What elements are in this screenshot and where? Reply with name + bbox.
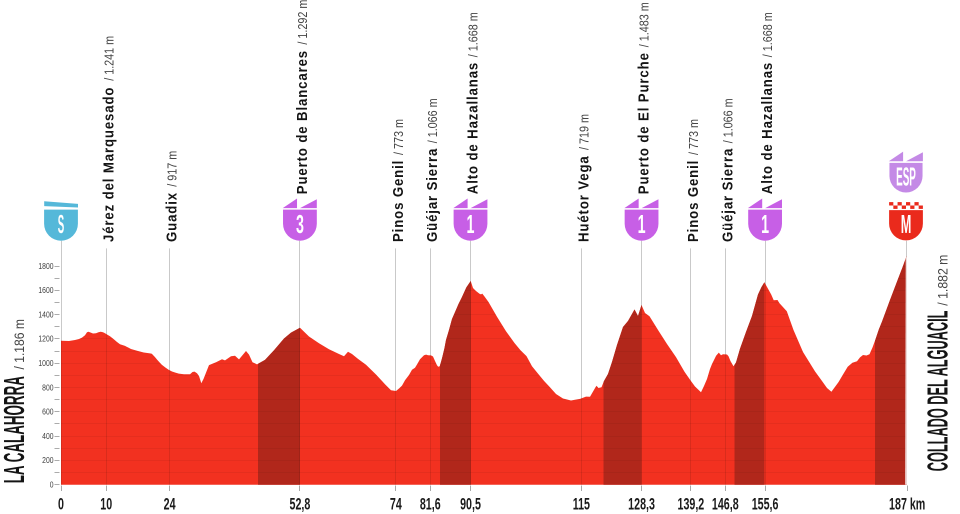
svg-text:Güéjar Sierra: Güéjar Sierra [718, 148, 735, 242]
svg-text:/ 1.241 m: / 1.241 m [101, 36, 116, 81]
svg-text:146,8: 146,8 [712, 496, 739, 514]
svg-text:81,6: 81,6 [420, 496, 441, 514]
svg-text:/ 1.882 m: / 1.882 m [935, 255, 951, 306]
svg-text:/ 1.066 m: / 1.066 m [720, 98, 735, 143]
svg-text:0: 0 [50, 480, 54, 490]
svg-text:74: 74 [390, 496, 402, 514]
svg-text:400: 400 [42, 431, 53, 441]
svg-text:/ 1.668 m: / 1.668 m [760, 12, 775, 57]
svg-text:1200: 1200 [38, 334, 53, 344]
svg-text:128,3: 128,3 [628, 496, 655, 514]
svg-text:/ 719 m: / 719 m [576, 114, 591, 150]
svg-text:1600: 1600 [38, 285, 53, 295]
svg-text:COLLADO DEL ALGUACIL: COLLADO DEL ALGUACIL [922, 311, 954, 472]
svg-text:Guadix: Guadix [163, 192, 180, 242]
svg-text:3: 3 [296, 211, 304, 239]
svg-text:1800: 1800 [38, 261, 53, 271]
svg-text:90,5: 90,5 [460, 496, 481, 514]
svg-text:Pinos Genil: Pinos Genil [389, 160, 406, 242]
svg-text:139,2: 139,2 [678, 496, 705, 514]
svg-text:115: 115 [573, 496, 591, 514]
svg-text:/ 1.186 m: / 1.186 m [11, 319, 27, 369]
svg-text:/ 1.292 m: / 1.292 m [295, 0, 310, 45]
svg-text:/ 1.668 m: / 1.668 m [466, 12, 481, 57]
svg-text:S: S [58, 212, 65, 240]
svg-text:600: 600 [42, 407, 53, 417]
svg-text:/ 1.483 m: / 1.483 m [637, 2, 652, 47]
svg-text:1400: 1400 [38, 310, 53, 320]
svg-text:Huétor Vega: Huétor Vega [575, 155, 592, 242]
svg-text:/ 773 m: / 773 m [391, 119, 406, 155]
svg-text:52,8: 52,8 [290, 496, 311, 514]
svg-text:/ 917 m: / 917 m [165, 151, 180, 187]
svg-text:1: 1 [638, 211, 646, 239]
svg-text:LA CALAHORRA: LA CALAHORRA [0, 376, 31, 483]
svg-text:Puerto de Blancares: Puerto de Blancares [293, 50, 310, 194]
svg-text:187 km: 187 km [889, 496, 925, 514]
svg-text:155,6: 155,6 [752, 496, 779, 514]
svg-text:ESP: ESP [896, 163, 916, 192]
svg-text:M: M [901, 211, 912, 239]
svg-text:Güéjar Sierra: Güéjar Sierra [423, 148, 440, 242]
svg-text:0: 0 [58, 496, 64, 514]
svg-text:Puerto de El Purche: Puerto de El Purche [635, 52, 652, 194]
svg-text:1: 1 [761, 211, 769, 239]
svg-text:1000: 1000 [38, 358, 53, 368]
svg-text:800: 800 [42, 383, 53, 393]
svg-text:Alto de Hazallanas: Alto de Hazallanas [758, 62, 775, 194]
svg-text:Jérez del Marquesado: Jérez del Marquesado [99, 87, 116, 242]
svg-text:/ 1.066 m: / 1.066 m [425, 98, 440, 143]
svg-text:/ 773 m: / 773 m [686, 119, 701, 155]
svg-text:10: 10 [100, 496, 112, 514]
svg-text:Pinos Genil: Pinos Genil [684, 160, 701, 242]
svg-text:Alto de Hazallanas: Alto de Hazallanas [464, 62, 481, 194]
svg-text:1: 1 [467, 211, 475, 239]
svg-text:200: 200 [42, 455, 53, 465]
svg-text:24: 24 [164, 496, 176, 514]
